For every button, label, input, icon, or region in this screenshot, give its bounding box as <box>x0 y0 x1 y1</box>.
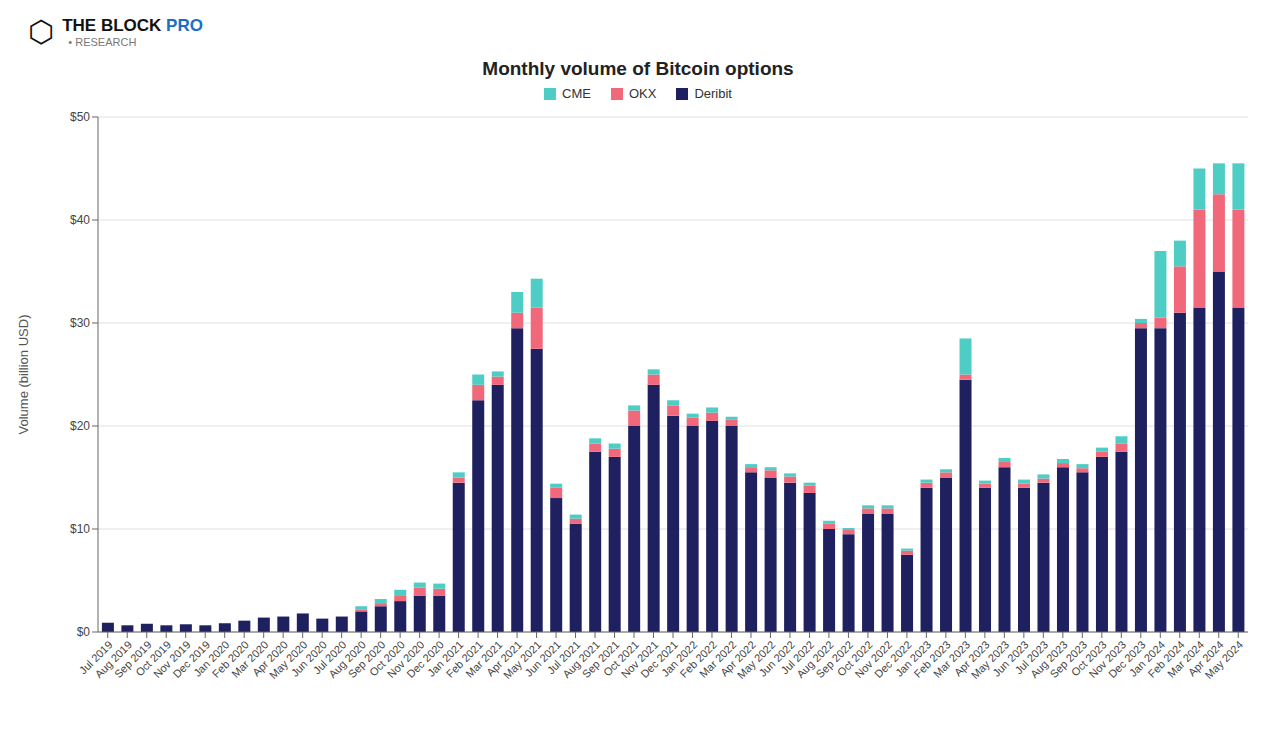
svg-text:Jan 2021: Jan 2021 <box>425 638 466 679</box>
svg-text:Feb 2021: Feb 2021 <box>443 638 485 680</box>
svg-text:Mar 2021: Mar 2021 <box>463 638 505 680</box>
svg-text:Apr 2024: Apr 2024 <box>1185 638 1226 679</box>
svg-text:Nov 2021: Nov 2021 <box>618 638 661 681</box>
svg-text:Aug 2020: Aug 2020 <box>326 638 369 681</box>
svg-text:Aug 2021: Aug 2021 <box>560 638 602 681</box>
svg-text:Mar 2020: Mar 2020 <box>229 638 271 680</box>
svg-text:May 2023: May 2023 <box>968 638 1012 682</box>
svg-text:May 2020: May 2020 <box>267 638 310 682</box>
svg-text:Dec 2020: Dec 2020 <box>404 638 446 681</box>
svg-text:Jan 2023: Jan 2023 <box>892 638 934 679</box>
svg-text:Feb 2023: Feb 2023 <box>911 638 953 680</box>
svg-text:Dec 2021: Dec 2021 <box>638 638 680 681</box>
svg-text:Jan 2022: Jan 2022 <box>658 638 700 679</box>
svg-text:Feb 2024: Feb 2024 <box>1145 638 1187 680</box>
svg-text:Sep 2021: Sep 2021 <box>579 638 622 681</box>
svg-text:Mar 2022: Mar 2022 <box>697 638 739 680</box>
svg-text:Aug 2023: Aug 2023 <box>1028 638 1070 681</box>
svg-text:Apr 2023: Apr 2023 <box>951 638 992 679</box>
svg-text:Mar 2023: Mar 2023 <box>931 638 973 680</box>
svg-text:Oct 2021: Oct 2021 <box>600 638 641 679</box>
svg-text:Feb 2022: Feb 2022 <box>677 638 719 680</box>
svg-text:Nov 2020: Nov 2020 <box>384 638 427 681</box>
svg-text:Dec 2022: Dec 2022 <box>872 638 914 681</box>
svg-text:Sep 2019: Sep 2019 <box>111 638 154 681</box>
svg-text:May 2022: May 2022 <box>734 638 778 682</box>
svg-text:Jul 2023: Jul 2023 <box>1012 638 1051 677</box>
svg-text:Oct 2019: Oct 2019 <box>133 638 174 679</box>
svg-text:Jul 2022: Jul 2022 <box>778 638 817 677</box>
html-text:⬡ THE BLOCK PRO: ⬡ THE BLOCK PRO <box>28 15 203 48</box>
svg-text:Nov 2022: Nov 2022 <box>852 638 895 681</box>
svg-text:May 2024: May 2024 <box>1203 638 1246 681</box>
html-text:CME: CME <box>562 86 591 101</box>
svg-text:Jun 2021: Jun 2021 <box>522 638 563 679</box>
svg-text:Jun 2022: Jun 2022 <box>756 638 797 679</box>
svg-text:$20: $20 <box>70 419 90 433</box>
svg-text:Jul 2021: Jul 2021 <box>544 638 583 677</box>
svg-text:Aug 2019: Aug 2019 <box>92 638 135 681</box>
svg-text:Jan 2020: Jan 2020 <box>191 638 232 679</box>
svg-text:Aug 2022: Aug 2022 <box>794 638 836 681</box>
svg-text:Sep 2023: Sep 2023 <box>1047 638 1090 681</box>
svg-text:Jul 2019: Jul 2019 <box>76 638 115 677</box>
svg-text:Volume (billion USD): Volume (billion USD) <box>16 315 31 435</box>
svg-text:Dec 2023: Dec 2023 <box>1105 638 1148 681</box>
svg-text:Oct 2023: Oct 2023 <box>1068 638 1109 679</box>
svg-text:Dec 2019: Dec 2019 <box>170 638 213 681</box>
svg-text:Jun 2020: Jun 2020 <box>288 638 330 679</box>
html-text:• RESEARCH: • RESEARCH <box>62 36 137 48</box>
svg-text:$0: $0 <box>77 625 91 639</box>
svg-text:$10: $10 <box>70 522 90 536</box>
svg-text:Oct 2022: Oct 2022 <box>834 638 875 679</box>
svg-text:Jun 2023: Jun 2023 <box>990 638 1031 679</box>
svg-text:Sep 2022: Sep 2022 <box>813 638 856 681</box>
svg-text:Jul 2020: Jul 2020 <box>310 638 349 677</box>
svg-text:May 2021: May 2021 <box>500 638 544 682</box>
svg-text:Mar 2024: Mar 2024 <box>1164 638 1207 680</box>
svg-text:Oct 2020: Oct 2020 <box>367 638 408 679</box>
html-text:Deribit: Deribit <box>694 86 732 101</box>
svg-text:Nov 2023: Nov 2023 <box>1086 638 1129 681</box>
svg-text:Feb 2020: Feb 2020 <box>209 638 252 680</box>
svg-text:Apr 2022: Apr 2022 <box>717 638 758 679</box>
svg-text:Apr 2021: Apr 2021 <box>483 638 524 679</box>
html-text:OKX: OKX <box>628 86 657 101</box>
svg-text:Sep 2020: Sep 2020 <box>345 638 388 681</box>
svg-text:$50: $50 <box>70 110 90 124</box>
svg-text:$30: $30 <box>70 316 90 330</box>
svg-text:Jan 2024: Jan 2024 <box>1126 638 1168 679</box>
svg-text:$40: $40 <box>70 213 90 227</box>
svg-text:Nov 2019: Nov 2019 <box>150 638 193 681</box>
svg-text:Apr 2020: Apr 2020 <box>250 638 291 679</box>
html-text:Monthly volume of Bitcoin opti: Monthly volume of Bitcoin options <box>482 58 794 79</box>
